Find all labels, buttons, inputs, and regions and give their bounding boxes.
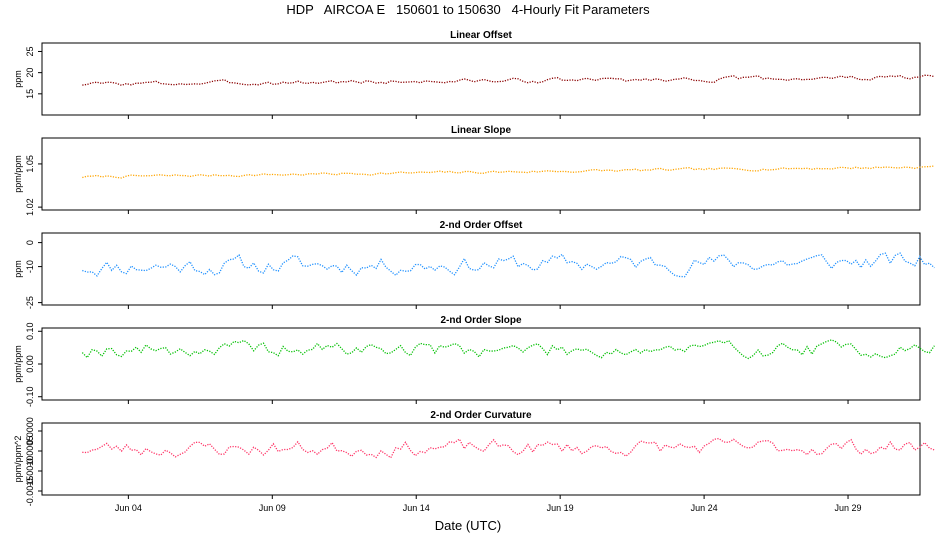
series-line-2	[82, 165, 935, 179]
y-tick-label: -0.10	[25, 386, 35, 407]
y-tick-label: 0.10	[25, 323, 35, 341]
main-title: HDP AIRCOA E 150601 to 150630 4-Hourly F…	[286, 2, 650, 17]
plot-frame-3	[41, 232, 921, 306]
x-tick-label: Jun 24	[691, 503, 718, 513]
series-line-5	[82, 437, 935, 459]
plot-frame-4	[41, 327, 921, 401]
x-axis-label: Date (UTC)	[434, 518, 502, 533]
y-tick-label: -10	[25, 260, 35, 273]
y-tick-label: 0.0000	[25, 417, 35, 445]
y-tick-label: 0.00	[25, 355, 35, 373]
y-tick-label: 1.05	[25, 155, 35, 173]
plot-frame-5	[41, 422, 921, 496]
y-tick-label: -25	[25, 296, 35, 309]
panel-title-5: 2-nd Order Curvature	[430, 410, 532, 421]
y-axis-label-3: ppm	[13, 260, 23, 278]
y-tick-label: 15	[25, 89, 35, 99]
y-tick-label: -0.0010	[25, 456, 35, 487]
y-tick-label: 25	[25, 46, 35, 56]
y-axis-label-5: ppm/ppm^2	[13, 436, 23, 483]
y-tick-label: 20	[25, 68, 35, 78]
y-axis-label-2: ppm/ppm	[13, 155, 23, 193]
series-line-3	[82, 252, 935, 278]
panel-title-3: 2-nd Order Offset	[440, 220, 523, 231]
y-tick-label: -0.0015	[25, 476, 35, 507]
series-line-4	[81, 339, 935, 360]
x-tick-label: Jun 19	[547, 503, 574, 513]
panel-title-4: 2-nd Order Slope	[440, 315, 522, 326]
series-line-1	[82, 74, 935, 86]
y-tick-label: 1.02	[25, 198, 35, 216]
plot-frame-1	[41, 42, 921, 116]
y-tick-label: 0	[25, 240, 35, 245]
x-tick-label: Jun 04	[115, 503, 142, 513]
y-axis-label-1: ppm	[13, 70, 23, 88]
x-tick-label: Jun 14	[403, 503, 430, 513]
x-tick-label: Jun 29	[835, 503, 862, 513]
plot-frame-2	[41, 137, 921, 211]
panel-title-2: Linear Slope	[451, 125, 511, 136]
y-axis-label-4: ppm/ppm	[13, 345, 23, 383]
y-tick-label: -0.0005	[25, 436, 35, 467]
x-tick-label: Jun 09	[259, 503, 286, 513]
panel-title-1: Linear Offset	[450, 30, 512, 41]
